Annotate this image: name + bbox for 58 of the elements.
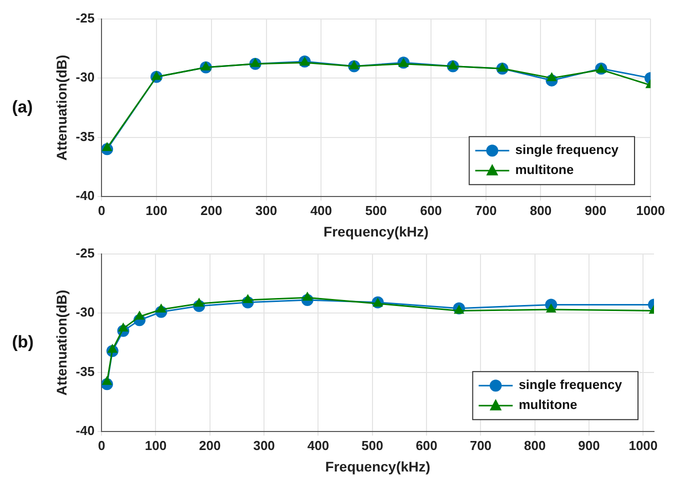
x-tick-label: 800 [524,438,546,453]
text: (b) [12,332,34,352]
x-tick-label: 300 [255,202,278,218]
point [194,298,204,307]
y-axis-title: Attenuation(dB) [53,290,70,396]
legend-label: single frequency [518,377,623,392]
y-axis-title: Attenuation(dB) [53,54,70,161]
legend-label: multitone [515,162,574,178]
point [102,376,112,385]
point [118,322,128,332]
point [102,142,112,151]
x-tick-label: 300 [253,438,275,453]
x-tick-label: 600 [420,202,442,218]
x-tick-label: 100 [144,438,167,453]
x-tick-label: 900 [578,438,600,453]
x-tick-label: 0 [98,202,106,218]
point [151,70,162,80]
y-tick-label: -40 [76,188,95,204]
point [302,292,313,301]
point [546,304,556,313]
x-tick-label: 100 [146,202,168,218]
x-tick-label: 200 [199,438,221,453]
y-tick-label: -40 [76,423,95,438]
x-tick-label: 1000 [628,438,658,453]
y-tick-label: -25 [76,245,95,260]
y-tick-label: -35 [76,128,95,144]
point [200,61,212,70]
point [348,60,360,70]
legend-label: multitone [518,397,578,412]
x-tick-label: 400 [307,438,330,453]
x-tick-label: 500 [365,202,387,218]
x-tick-label: 400 [310,202,332,218]
y-tick-label: -30 [76,304,95,320]
x-tick-label: 600 [416,438,438,453]
x-tick-label: 700 [475,202,497,218]
x-axis-title: Frequency(kHz) [325,458,430,474]
y-tick-label: -25 [76,10,95,26]
text: (a) [12,97,33,116]
y-tick-label: -35 [76,364,95,379]
x-tick-label: 200 [200,202,222,218]
x-tick-label: 500 [362,438,384,453]
legend-label: single frequency [515,142,620,158]
y-tick-label: -30 [76,70,95,85]
point [497,62,508,72]
x-tick-label: 900 [584,202,606,218]
x-tick-label: 1000 [636,202,665,218]
point [546,72,557,82]
point [156,304,166,313]
point [107,344,118,353]
x-tick-label: 800 [530,202,552,218]
point [448,60,458,70]
x-axis-title: Frequency(kHz) [324,223,429,240]
x-tick-label: 0 [98,438,106,453]
point [250,58,260,67]
point [134,310,145,320]
point [454,304,464,314]
x-tick-label: 700 [470,438,492,453]
point [242,294,254,304]
